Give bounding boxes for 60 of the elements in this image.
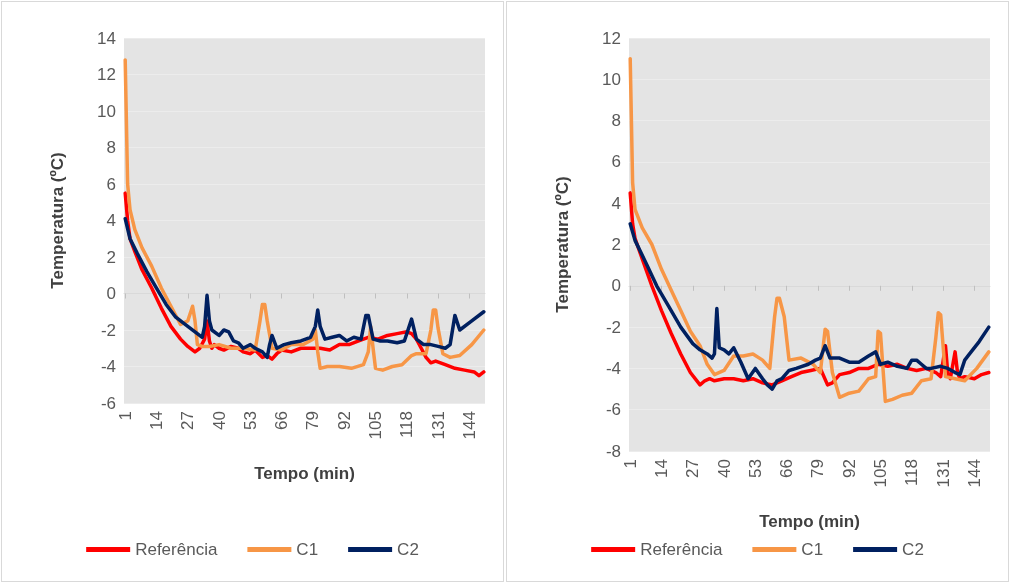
y-tick-label: 2 [611, 235, 621, 254]
x-tick-label: 131 [933, 459, 953, 488]
y-tick-label: 8 [106, 138, 116, 157]
y-axis-title: Temperatura (ºC) [553, 176, 572, 313]
x-tick-label: 27 [683, 459, 703, 478]
x-tick-label: 105 [366, 411, 385, 440]
x-tick-label: 53 [240, 411, 260, 430]
x-tick-label: 14 [651, 459, 671, 478]
x-tick-label: 92 [334, 411, 354, 430]
y-tick-label: 8 [611, 111, 621, 131]
x-tick-label: 79 [303, 411, 323, 430]
y-tick-label: 0 [106, 284, 116, 303]
line-series [123, 58, 486, 372]
line-series [628, 56, 991, 404]
x-tick-label: 1 [620, 459, 640, 469]
x-tick-label: 92 [839, 459, 859, 478]
x-tick-label: 40 [209, 411, 229, 430]
y-tick-label: -8 [605, 441, 621, 461]
x-tick-label: 79 [808, 459, 828, 478]
x-tick-label: 14 [146, 411, 166, 430]
x-tick-label: 40 [714, 459, 734, 478]
y-tick-label: 12 [602, 28, 621, 48]
y-tick-label: 0 [611, 276, 621, 296]
y-tick-label: -6 [100, 393, 116, 413]
y-tick-label: -4 [605, 358, 621, 378]
y-tick-label: 10 [602, 69, 621, 89]
x-tick-label: 53 [745, 459, 765, 478]
x-axis-title: Tempo (min) [759, 512, 860, 531]
legend-label: C1 [801, 540, 824, 559]
y-tick-label: 10 [97, 101, 116, 121]
x-axis-title: Tempo (min) [254, 464, 355, 483]
x-tick-label: 118 [397, 411, 417, 439]
x-tick-label: 118 [902, 459, 922, 487]
y-tick-label: 6 [106, 174, 116, 194]
x-tick-label: 66 [777, 459, 797, 478]
y-tick-label: -4 [100, 357, 116, 376]
x-tick-label: 144 [964, 459, 984, 488]
legend-label: Referência [135, 540, 218, 559]
x-tick-label: 1 [115, 411, 135, 421]
legend-label: Referência [640, 540, 723, 559]
y-tick-label: -2 [605, 317, 621, 337]
y-tick-label: 6 [611, 152, 621, 172]
x-tick-label: 27 [178, 411, 198, 430]
legend-label: C2 [902, 540, 924, 559]
legend-label: C2 [397, 540, 419, 559]
x-tick-label: 105 [871, 459, 890, 488]
y-tick-label: 4 [106, 211, 116, 230]
x-tick-label: 144 [459, 411, 479, 440]
y-tick-label: -6 [605, 400, 621, 420]
line-series [628, 222, 991, 391]
y-tick-label: 12 [97, 65, 116, 84]
legend-label: C1 [296, 540, 319, 559]
y-tick-label: -2 [100, 320, 116, 340]
line-series [123, 216, 486, 360]
y-tick-label: 2 [106, 247, 116, 267]
x-tick-label: 131 [428, 411, 448, 440]
y-tick-label: 4 [611, 193, 621, 213]
y-tick-label: 14 [97, 28, 116, 48]
y-axis-title: Temperatura (ºC) [48, 152, 67, 289]
x-tick-label: 66 [272, 411, 292, 430]
